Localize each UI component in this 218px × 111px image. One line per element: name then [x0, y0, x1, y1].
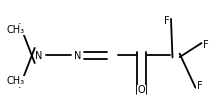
Text: N: N: [74, 51, 82, 60]
Text: F: F: [197, 81, 202, 91]
Text: CH₃: CH₃: [6, 25, 24, 35]
Text: F: F: [203, 40, 209, 50]
Text: F: F: [164, 16, 170, 26]
Text: O: O: [138, 85, 145, 95]
Text: CH₃: CH₃: [6, 76, 24, 86]
Text: N: N: [35, 51, 43, 60]
